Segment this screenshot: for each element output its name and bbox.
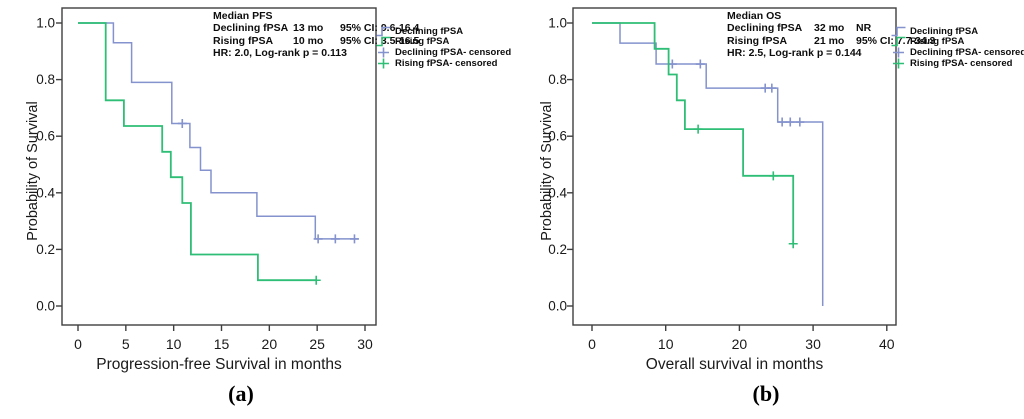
- group-name: Declining fPSA: [213, 22, 289, 35]
- y-tick-label: 0.6: [548, 129, 567, 144]
- annotation-row: Rising fPSA 21 mo 95% CI: 7.7-34.3: [727, 35, 935, 47]
- y-tick-label: 0.6: [36, 129, 55, 144]
- x-tick-label: 10: [658, 336, 674, 352]
- censored-mark: [785, 117, 795, 127]
- panel-caption-b: (b): [752, 381, 780, 406]
- x-tick-label: 30: [805, 336, 821, 352]
- y-tick-label: 0.4: [548, 185, 567, 200]
- y-tick-label: 0.8: [36, 72, 55, 87]
- censored-mark: [177, 118, 187, 128]
- y-tick-label: 0.8: [548, 72, 567, 87]
- censored-mark: [313, 234, 323, 244]
- step-line-icon: [891, 37, 906, 47]
- legend-item: Declining fPSA: [376, 26, 511, 37]
- median-value: 32 mo: [814, 22, 845, 35]
- survival-curve: [78, 22, 359, 240]
- legend-item: Rising fPSA- censored: [891, 58, 1024, 69]
- legend-label: Declining fPSA: [395, 25, 464, 37]
- plus-censored-icon: [378, 47, 389, 58]
- x-tick-label: 0: [74, 336, 82, 352]
- legend-item: Rising fPSA- censored: [376, 58, 511, 69]
- legend-item: Declining fPSA- censored: [891, 47, 1024, 58]
- step-line-icon: [376, 26, 391, 37]
- y-axis-label-os: Probability of Survival: [539, 101, 555, 241]
- legend-pfs: Declining fPSA Rising fPSA Declining fPS…: [376, 26, 511, 69]
- legend-item: Declining fPSA: [891, 26, 1024, 37]
- x-tick-label: 10: [166, 336, 182, 352]
- confidence-interval: 95% CI: 3.5-16.5: [340, 34, 420, 47]
- x-tick-label: 15: [214, 336, 230, 352]
- legend-label: Rising fPSA- censored: [910, 57, 1013, 69]
- x-tick-label: 30: [357, 336, 373, 352]
- x-tick-label: 20: [262, 336, 278, 352]
- x-tick-label: 0: [588, 336, 596, 352]
- x-tick-label: 40: [879, 336, 895, 352]
- annotation-footer: HR: 2.5, Log-rank p = 0.144: [727, 47, 862, 60]
- annotation-title: Median OS: [727, 10, 782, 22]
- y-tick-label: 0.4: [36, 185, 55, 200]
- y-tick-label: 0.0: [36, 299, 55, 314]
- confidence-interval: NR: [856, 22, 872, 35]
- median-value: 21 mo: [814, 34, 845, 47]
- y-tick-label: 1.0: [36, 16, 55, 31]
- annotation-footer: HR: 2.0, Log-rank p = 0.113: [213, 47, 347, 60]
- y-tick-label: 1.0: [548, 16, 567, 31]
- annotation-row: Rising fPSA 10 mo 95% CI: 3.5-16.5: [213, 35, 419, 47]
- stats-annotation-os: Median OS Declining fPSA 32 mo NR Rising…: [727, 10, 935, 60]
- y-tick-label: 0.2: [548, 242, 567, 257]
- stats-annotation-pfs: Median PFS Declining fPSA 13 mo 95% CI: …: [213, 10, 419, 60]
- legend-item: Rising fPSA: [376, 36, 511, 48]
- legend-item: Rising fPSA: [891, 36, 1024, 48]
- y-tick-label: 0.0: [548, 299, 567, 314]
- legend-label: Declining fPSA- censored: [395, 46, 512, 58]
- plus-censored-icon: [378, 58, 389, 69]
- legend-os: Declining fPSA Rising fPSA Declining fPS…: [891, 26, 1024, 69]
- x-tick-label: 5: [122, 336, 130, 352]
- confidence-interval: 95% CI: 7.7-34.3: [856, 34, 936, 47]
- group-name: Rising fPSA: [213, 34, 274, 47]
- plot-border: [572, 7, 897, 326]
- censored-mark: [795, 117, 805, 127]
- y-tick-label: 0.2: [36, 242, 55, 257]
- censored-mark: [788, 239, 798, 249]
- x-tick-label: 20: [732, 336, 748, 352]
- censored-mark: [330, 234, 340, 244]
- censored-mark: [768, 171, 778, 181]
- censored-mark: [767, 83, 777, 93]
- legend-item: Declining fPSA- censored: [376, 47, 511, 58]
- annotation-title: Median PFS: [213, 10, 273, 22]
- plot-border: [61, 7, 377, 326]
- median-value: 10 mo: [293, 34, 324, 47]
- legend-label: Declining fPSA- censored: [910, 46, 1024, 58]
- median-value: 13 mo: [293, 22, 324, 35]
- step-line-icon: [891, 26, 906, 37]
- censored-mark: [777, 117, 787, 127]
- censored-mark: [695, 59, 705, 69]
- censored-mark: [693, 124, 703, 134]
- step-line-icon: [376, 37, 391, 47]
- group-name: Rising fPSA: [727, 34, 788, 47]
- group-name: Declining fPSA: [727, 22, 803, 35]
- x-axis-label-os: Overall survival in months: [645, 356, 824, 373]
- censored-mark: [311, 275, 321, 285]
- confidence-interval: 95% CI: 9.6-16.4: [340, 22, 420, 35]
- plus-censored-icon: [893, 58, 904, 69]
- annotation-row: Declining fPSA 13 mo 95% CI: 9.6-16.4: [213, 22, 419, 34]
- y-axis-label-pfs: Probability of Survival: [25, 101, 41, 241]
- survival-curve: [592, 22, 795, 244]
- annotation-row: Declining fPSA 32 mo NR: [727, 22, 935, 34]
- survival-curve: [592, 22, 824, 306]
- legend-label: Rising fPSA- censored: [395, 57, 498, 69]
- legend-label: Declining fPSA: [910, 25, 979, 37]
- x-tick-label: 25: [309, 336, 325, 352]
- plus-censored-icon: [893, 47, 904, 58]
- legend-label: Rising fPSA: [910, 36, 965, 48]
- survival-curve: [78, 22, 317, 282]
- legend-label: Rising fPSA: [395, 36, 450, 48]
- panel-caption-a: (a): [228, 381, 254, 406]
- x-axis-label-pfs: Progression-free Survival in months: [96, 356, 342, 373]
- censored-mark: [349, 234, 359, 244]
